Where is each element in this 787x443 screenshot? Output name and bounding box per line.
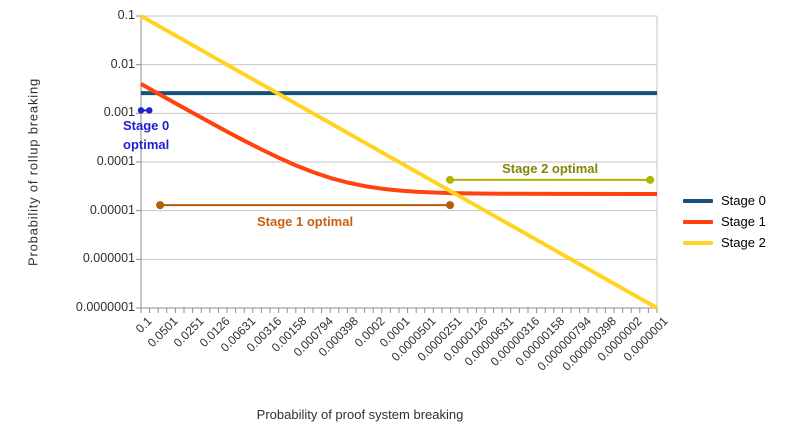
y-axis-title: Probability of rollup breaking xyxy=(25,77,41,267)
annotation-endpoint-dot xyxy=(156,201,165,210)
y-tick-label: 0.000001 xyxy=(82,251,135,266)
y-tick-label: 0.0001 xyxy=(96,154,135,168)
y-tick-label: 0.1 xyxy=(117,8,135,22)
stage-0-line-swatch xyxy=(683,198,713,203)
y-tick-label: 0.0000001 xyxy=(75,300,135,314)
annotation-endpoint-dot xyxy=(446,201,455,210)
series-line-stage-2 xyxy=(140,14,658,310)
legend-label-stage-2: Stage 2 xyxy=(721,235,766,250)
legend-item-stage-0: Stage 0 xyxy=(683,190,766,211)
legend-item-stage-1: Stage 1 xyxy=(683,211,766,232)
legend-label-stage-0: Stage 0 xyxy=(721,193,766,208)
legend: Stage 0 Stage 1 Stage 2 xyxy=(683,190,766,253)
annotation-stage-0-optimal: Stage 0 optimal xyxy=(123,118,170,153)
stage-2-line-swatch xyxy=(683,240,713,245)
y-tick-label: 0.00001 xyxy=(89,202,135,217)
annotation-endpoint-dot xyxy=(146,107,153,114)
stage-1-line-swatch xyxy=(683,219,713,224)
annotation-stage-1-optimal: Stage 1 optimal xyxy=(257,214,354,230)
y-tick-label: 0.01 xyxy=(110,56,135,71)
legend-item-stage-2: Stage 2 xyxy=(683,232,766,253)
annotation-endpoint-dot xyxy=(646,175,655,184)
annotation-stage-2-optimal: Stage 2 optimal xyxy=(502,160,599,176)
legend-label-stage-1: Stage 1 xyxy=(721,214,766,229)
annotation-endpoint-dot xyxy=(446,175,455,184)
x-axis-title: Probability of proof system breaking xyxy=(256,407,464,422)
series-line-stage-1 xyxy=(140,82,658,196)
annotation-endpoint-dot xyxy=(137,107,145,114)
y-tick-label: 0.001 xyxy=(103,105,135,120)
